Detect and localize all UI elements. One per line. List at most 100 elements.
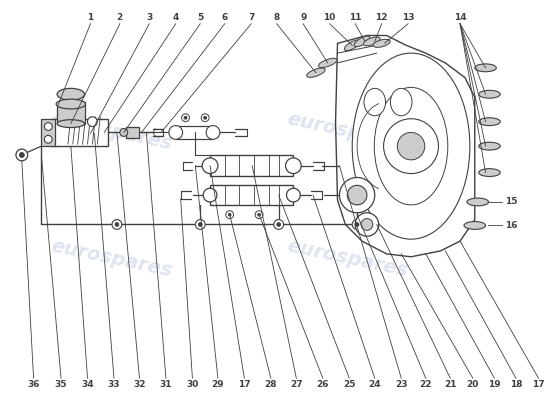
- Circle shape: [383, 119, 438, 174]
- Circle shape: [206, 126, 220, 139]
- Bar: [210, 155, 293, 176]
- Circle shape: [182, 114, 189, 122]
- Circle shape: [203, 188, 217, 202]
- Text: eurospares: eurospares: [285, 109, 410, 154]
- Text: 8: 8: [273, 13, 280, 22]
- Text: 1: 1: [87, 13, 94, 22]
- Ellipse shape: [478, 169, 500, 176]
- Ellipse shape: [364, 88, 386, 116]
- Text: 6: 6: [222, 13, 228, 22]
- Text: 9: 9: [300, 13, 306, 22]
- Text: 11: 11: [349, 13, 361, 22]
- Text: 23: 23: [395, 380, 408, 389]
- Text: 35: 35: [55, 380, 67, 389]
- Bar: [41, 119, 55, 146]
- Circle shape: [361, 219, 373, 230]
- Circle shape: [347, 185, 367, 205]
- Text: 32: 32: [133, 380, 146, 389]
- Ellipse shape: [478, 90, 500, 98]
- Circle shape: [115, 222, 119, 226]
- Circle shape: [112, 220, 122, 229]
- Text: 14: 14: [454, 13, 466, 22]
- Circle shape: [255, 211, 263, 219]
- Ellipse shape: [364, 37, 380, 46]
- Circle shape: [339, 178, 375, 213]
- Circle shape: [287, 188, 300, 202]
- Ellipse shape: [344, 40, 360, 51]
- Text: 25: 25: [343, 380, 355, 389]
- Text: 4: 4: [173, 13, 179, 22]
- Ellipse shape: [373, 39, 390, 47]
- Text: 17: 17: [532, 380, 545, 389]
- Text: 34: 34: [81, 380, 94, 389]
- Text: 5: 5: [197, 13, 204, 22]
- Text: 21: 21: [444, 380, 456, 389]
- Circle shape: [285, 158, 301, 174]
- Text: 27: 27: [290, 380, 303, 389]
- Ellipse shape: [56, 99, 86, 109]
- Circle shape: [204, 116, 207, 119]
- Text: eurospares: eurospares: [50, 237, 174, 281]
- Circle shape: [277, 222, 280, 226]
- Text: eurospares: eurospares: [285, 237, 410, 281]
- Circle shape: [257, 213, 261, 216]
- Circle shape: [355, 213, 379, 236]
- Circle shape: [201, 114, 209, 122]
- Ellipse shape: [464, 222, 486, 229]
- Bar: [126, 126, 140, 138]
- Text: 3: 3: [146, 13, 152, 22]
- Text: 31: 31: [160, 380, 172, 389]
- Text: 26: 26: [317, 380, 329, 389]
- Circle shape: [228, 213, 231, 216]
- Circle shape: [169, 126, 183, 139]
- Ellipse shape: [390, 88, 412, 116]
- Circle shape: [45, 135, 52, 143]
- Circle shape: [355, 222, 359, 226]
- Circle shape: [195, 220, 205, 229]
- Circle shape: [199, 222, 202, 226]
- Text: 29: 29: [212, 380, 224, 389]
- Text: 18: 18: [510, 380, 522, 389]
- Text: 28: 28: [265, 380, 277, 389]
- Ellipse shape: [57, 120, 85, 128]
- Text: 13: 13: [402, 13, 414, 22]
- Circle shape: [202, 158, 218, 174]
- Ellipse shape: [478, 142, 500, 150]
- Bar: [176, 126, 213, 139]
- Circle shape: [274, 220, 284, 229]
- Text: 16: 16: [505, 221, 518, 230]
- Circle shape: [352, 220, 362, 229]
- Text: 20: 20: [466, 380, 479, 389]
- Text: 36: 36: [28, 380, 40, 389]
- Bar: [57, 102, 85, 124]
- Text: 30: 30: [186, 380, 199, 389]
- Text: 19: 19: [488, 380, 501, 389]
- Ellipse shape: [57, 88, 85, 100]
- Text: 17: 17: [238, 380, 251, 389]
- Bar: [210, 185, 293, 205]
- Text: 15: 15: [505, 198, 518, 206]
- Ellipse shape: [352, 53, 470, 239]
- Text: 22: 22: [420, 380, 432, 389]
- Circle shape: [19, 152, 24, 158]
- Text: 33: 33: [108, 380, 120, 389]
- Circle shape: [16, 149, 28, 161]
- Text: 10: 10: [323, 13, 336, 22]
- Ellipse shape: [318, 58, 337, 68]
- Circle shape: [120, 128, 128, 136]
- Circle shape: [397, 132, 425, 160]
- Bar: [51, 119, 108, 146]
- Text: 7: 7: [248, 13, 255, 22]
- Text: 24: 24: [368, 380, 381, 389]
- Text: eurospares: eurospares: [50, 109, 174, 154]
- Ellipse shape: [475, 64, 496, 72]
- Circle shape: [87, 117, 97, 126]
- Circle shape: [45, 123, 52, 130]
- Ellipse shape: [354, 36, 370, 47]
- Ellipse shape: [467, 198, 488, 206]
- Circle shape: [226, 211, 234, 219]
- Text: 12: 12: [376, 13, 388, 22]
- Text: 2: 2: [117, 13, 123, 22]
- Ellipse shape: [478, 118, 500, 126]
- Circle shape: [184, 116, 187, 119]
